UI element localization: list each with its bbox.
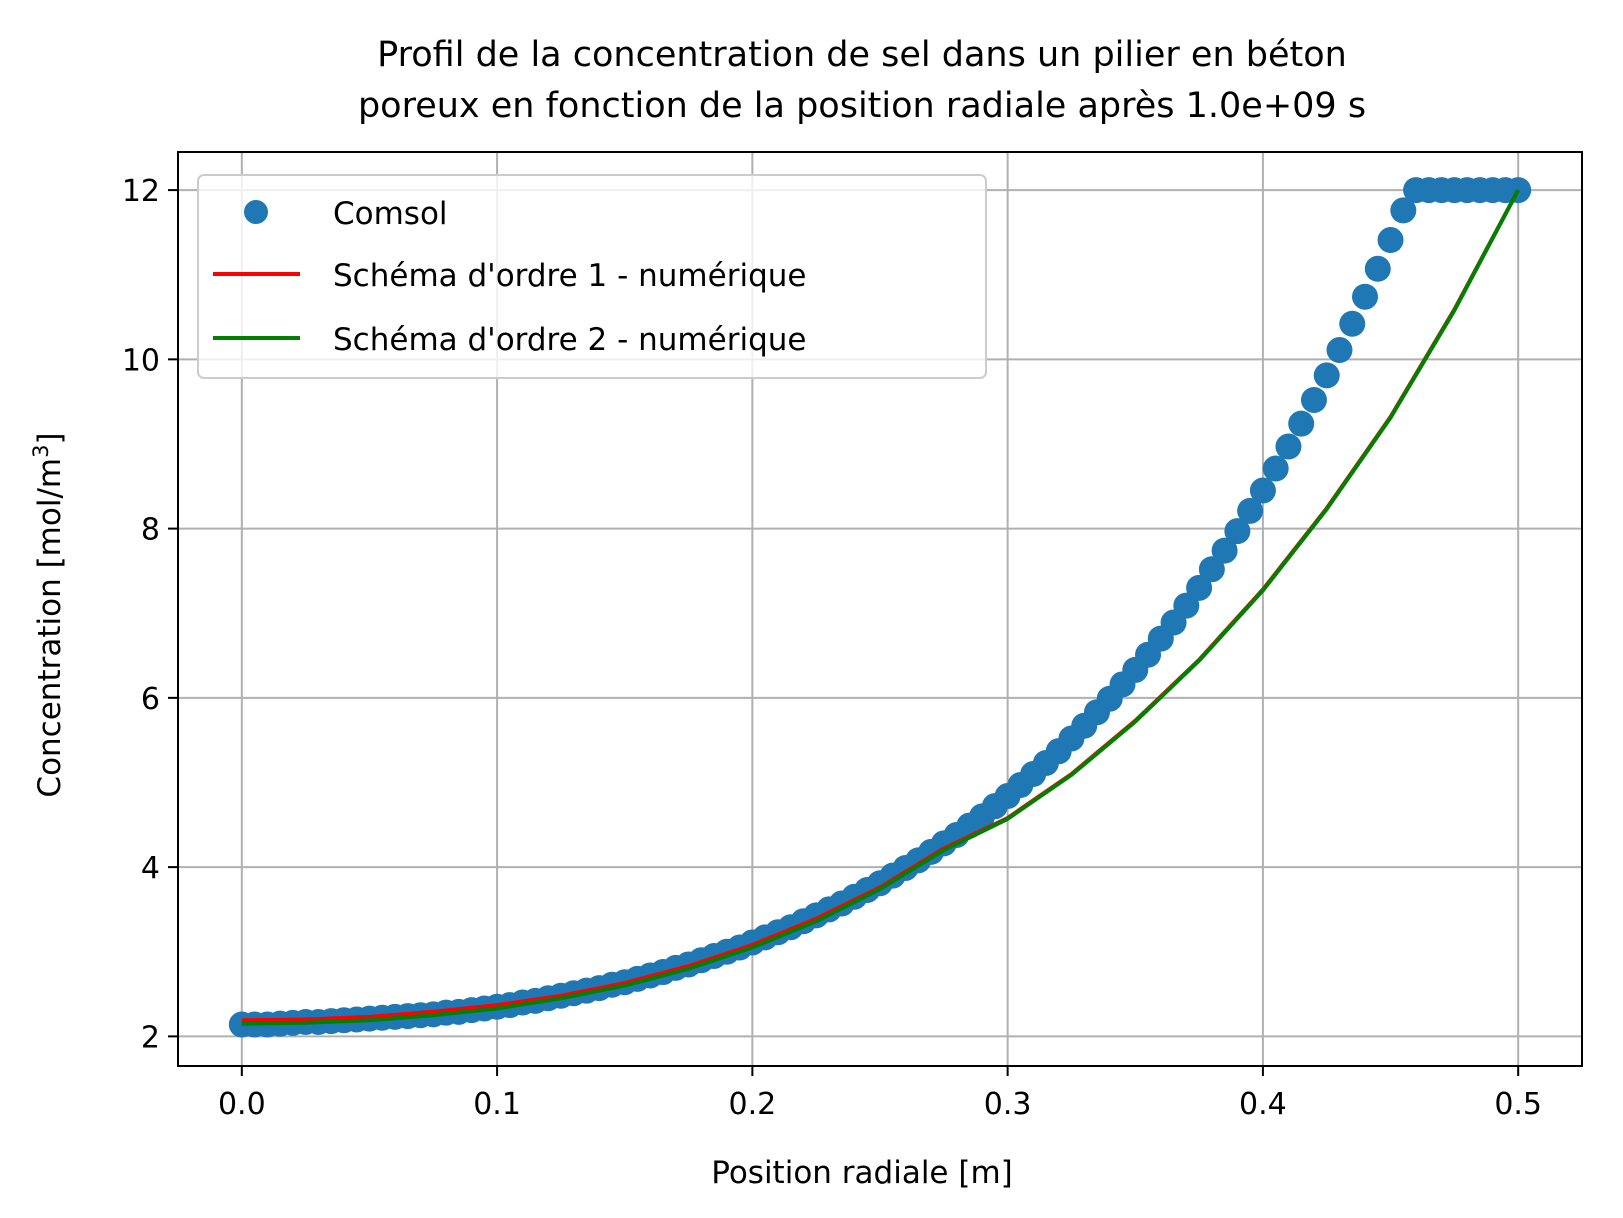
chart-title-line-2: poreux en fonction de la position radial…: [358, 86, 1366, 126]
comsol-point: [1249, 477, 1276, 504]
comsol-point: [1262, 455, 1289, 482]
comsol-point: [1237, 497, 1264, 524]
comsol-point: [1352, 283, 1379, 310]
x-tick-label: 0.2: [729, 1087, 777, 1122]
comsol-point: [1198, 556, 1225, 583]
x-tick-label: 0.4: [1239, 1087, 1287, 1122]
y-axis-label-base: Concentration [mol/m: [32, 458, 68, 798]
axes-frame: [177, 151, 1583, 1067]
y-tick-label: 8: [141, 513, 160, 548]
y-tick-label: 10: [122, 343, 160, 378]
comsol-point: [1211, 537, 1238, 564]
y-axis-label-close: ]: [32, 432, 68, 444]
x-tick-label: 0.3: [984, 1087, 1032, 1122]
comsol-point: [1300, 386, 1327, 413]
order-2-line: [241, 189, 1520, 1026]
x-tick-label: 0.1: [473, 1087, 521, 1122]
y-tick-label: 12: [122, 174, 160, 209]
comsol-point: [1390, 197, 1417, 224]
comsol-point: [1364, 255, 1391, 282]
x-tick-label: 0.0: [218, 1087, 266, 1122]
legend-label-order-2: Schéma d'ordre 2 - numérique: [333, 322, 806, 358]
comsol-point: [1505, 177, 1532, 204]
axis-ticks: 0.0 0.1 0.2 0.3 0.4 0.5 2 4 6 8 10 12: [122, 174, 1542, 1122]
legend: Comsol Schéma d'ordre 1 - numérique Sché…: [197, 174, 987, 379]
y-tick-label: 4: [141, 851, 160, 886]
x-axis-label: Position radiale [m]: [711, 1155, 1013, 1191]
y-axis-label-superscript: 3: [29, 445, 53, 458]
comsol-point: [1326, 337, 1353, 364]
y-tick-label: 6: [141, 682, 160, 717]
y-tick-label: 2: [141, 1020, 160, 1055]
y-axis-label: Concentration [mol/m3]: [29, 432, 68, 797]
plot-area: [228, 177, 1532, 1038]
comsol-point: [1224, 518, 1251, 545]
legend-marker-comsol: [244, 200, 268, 224]
comsol-point: [1288, 410, 1315, 437]
comsol-point: [1275, 433, 1302, 460]
legend-box: [197, 174, 987, 379]
legend-label-comsol: Comsol: [333, 196, 448, 232]
comsol-point: [1339, 310, 1366, 337]
x-tick-label: 0.5: [1494, 1087, 1542, 1122]
legend-label-order-1: Schéma d'ordre 1 - numérique: [333, 258, 806, 294]
comsol-point: [1186, 574, 1213, 601]
comsol-point: [1377, 227, 1404, 254]
chart-title-line-1: Profil de la concentration de sel dans u…: [377, 35, 1347, 75]
comsol-point: [1313, 362, 1340, 389]
